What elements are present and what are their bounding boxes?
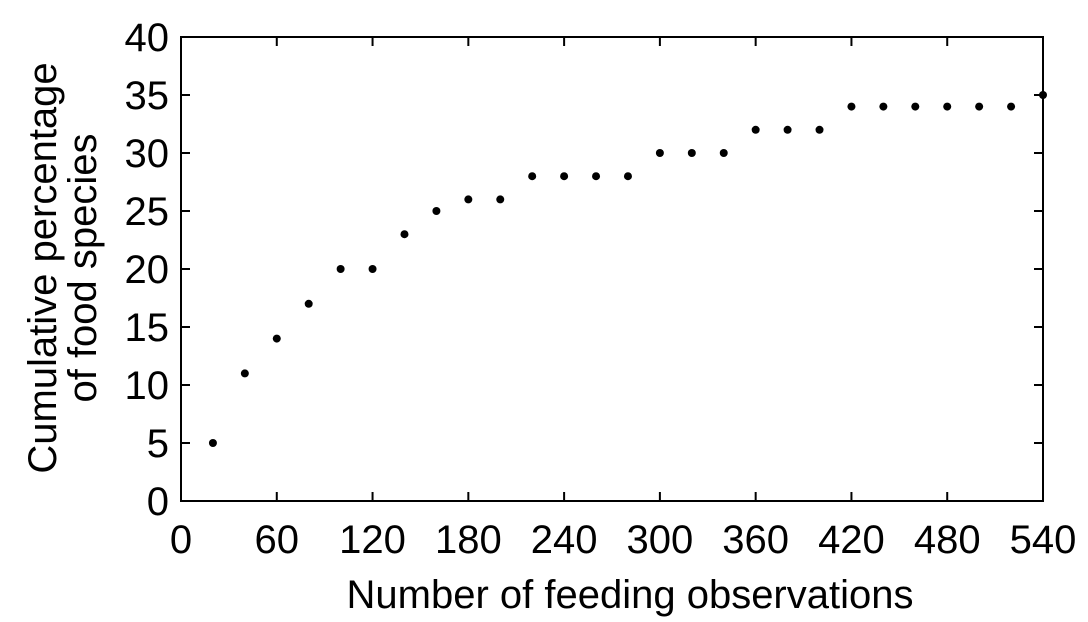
data-point [240,369,249,378]
data-point [1007,102,1016,111]
data-point [272,334,281,343]
y-tick-label: 10 [125,364,170,408]
data-point [911,102,920,111]
x-tick-label: 360 [722,518,789,562]
data-point [464,195,473,204]
y-tick-label: 20 [125,248,170,292]
data-point [368,265,377,273]
x-tick-label: 540 [1010,518,1077,562]
x-tick-label: 60 [255,518,300,562]
data-point [528,172,537,181]
y-axis-title-line-2: of food species [61,133,105,402]
x-axis-ticks: 0 60 120 180 240 300 360 420 480 540 [170,37,1077,562]
data-point [975,102,984,111]
y-axis-title-line-1: Cumulative percentage [21,62,65,473]
y-tick-label: 40 [125,16,170,60]
data-point [751,125,760,134]
x-axis-title: Number of feeding observations [347,573,914,617]
data-point [687,149,696,157]
x-tick-label: 120 [339,518,406,562]
data-point [783,125,792,134]
data-point [847,102,856,111]
data-point [560,172,569,181]
x-tick-label: 180 [435,518,502,562]
y-tick-label: 30 [125,132,170,176]
data-point [432,207,441,215]
data-point [336,265,345,273]
data-point [1039,91,1047,99]
x-tick-label: 0 [170,518,192,562]
data-point [719,149,728,157]
x-tick-label: 300 [627,518,694,562]
data-point [304,299,313,308]
data-point [879,102,888,111]
y-tick-label: 35 [125,74,170,118]
y-axis-ticks: 0 5 10 15 20 25 30 35 40 [125,16,1043,524]
data-point [400,230,409,239]
y-tick-label: 25 [125,190,170,234]
data-point [655,149,664,157]
y-tick-label: 15 [125,306,170,350]
x-tick-label: 480 [914,518,981,562]
y-tick-label: 0 [147,480,169,524]
y-tick-label: 5 [147,422,169,466]
data-point [815,125,824,134]
x-tick-label: 420 [818,518,885,562]
data-point [592,172,601,181]
data-points [208,91,1047,447]
data-point [623,172,632,181]
x-tick-label: 240 [531,518,598,562]
data-point [943,102,952,111]
y-axis-title: Cumulative percentage of food species [21,62,105,473]
data-point [208,439,217,447]
data-point [496,195,505,204]
